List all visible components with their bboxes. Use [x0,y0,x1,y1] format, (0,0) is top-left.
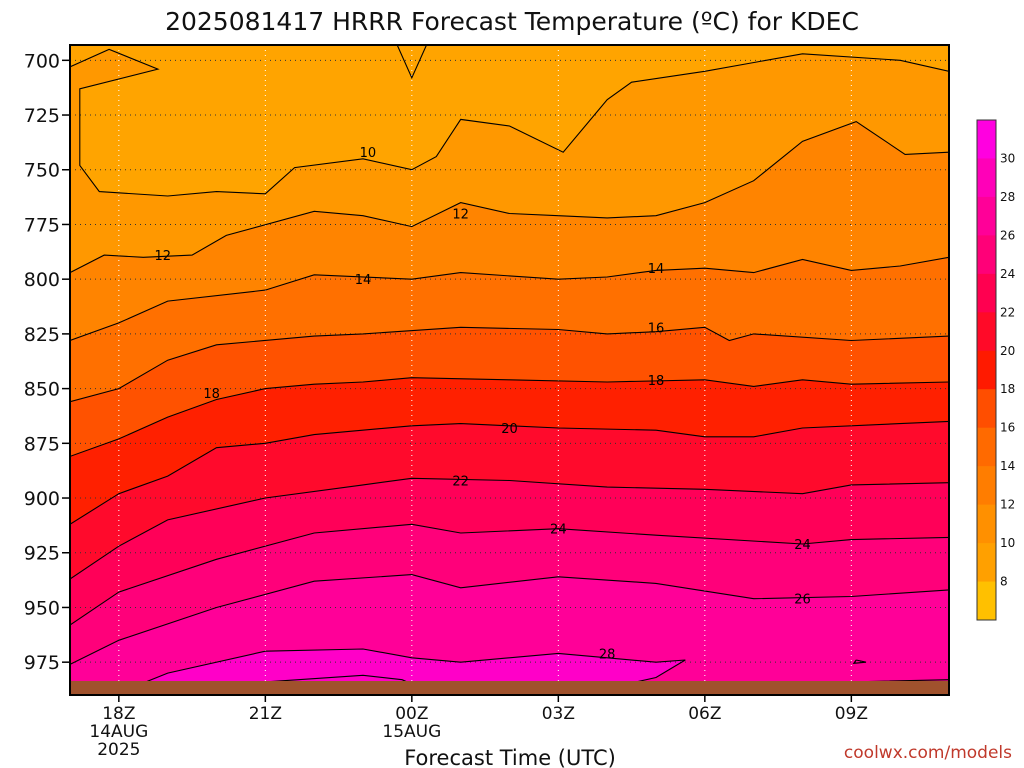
colorbar-tick-label: 16 [1000,421,1015,435]
colorbar-tick-label: 26 [1000,228,1015,242]
y-tick-label: 850 [24,379,60,401]
y-tick-label: 825 [24,324,60,346]
contour-label: 12 [452,208,469,223]
colorbar-segment [977,389,996,429]
colorbar-tick-label: 12 [1000,498,1015,512]
isotherm-24 [70,523,949,626]
contour-label: 12 [155,249,172,264]
y-tick-label: 800 [24,269,60,291]
colorbar-tick-label: 24 [1000,267,1015,281]
y-tick-label: 925 [24,543,60,565]
y-tick-label: 900 [24,488,60,510]
y-tick-label: 975 [24,652,60,674]
x-tick-label: 06Z [688,704,721,724]
colorbar-segment [977,158,996,198]
contour-label: 24 [794,538,811,553]
grid-lines [70,45,949,695]
colorbar-tick-label: 10 [1000,536,1015,550]
x-axis-label: Forecast Time (UTC) [404,746,616,768]
temperature-bands [70,45,949,695]
x-tick-sublabel: 15AUG [382,722,441,742]
x-tick-label: 09Z [835,704,868,724]
chart-title: 2025081417 HRRR Forecast Temperature (ºC… [165,7,859,36]
colorbar-segment [977,350,996,390]
y-tick-label: 775 [24,214,60,236]
colorbar-segment [977,235,996,275]
colorbar-segment [977,543,996,583]
isotherm-26 [70,574,949,665]
colorbar-tick-label: 28 [1000,190,1015,204]
ground-surface [70,681,949,695]
isotherm-8 [396,45,428,80]
colorbar-segment [977,427,996,467]
colorbar-segment [977,196,996,236]
colorbar-tick-label: 14 [1000,459,1015,473]
colorbar-tick-label: 8 [1000,575,1008,589]
isotherm-lines [70,45,949,694]
colorbar-segment [977,504,996,544]
isotherm-10 [70,120,949,274]
isotherm-14 [70,256,949,342]
contour-label: 18 [203,387,220,402]
isotherm-20 [70,420,949,525]
contour-label: 24 [550,523,567,538]
isotherm-16 [70,326,949,403]
isotherm-28 [852,659,867,664]
contour-label: 20 [501,422,518,437]
x-tick-label: 18Z [102,704,135,724]
x-tick-label: 00Z [395,704,428,724]
y-tick-label: 750 [24,160,60,182]
colorbar-segment [977,312,996,352]
y-tick-label: 950 [24,597,60,619]
x-tick-label: 21Z [249,704,282,724]
colorbar: 8 10 12 14 16 18 20 22 24 26 28 30 [976,119,1015,621]
y-tick-label: 875 [24,433,60,455]
colorbar-tick-label: 30 [1000,151,1015,165]
y-axis: 700 725 750 775 800 825 850 875 900 925 950 975 [24,50,70,674]
x-tick-label: 03Z [542,704,575,724]
credit-text: coolwx.com/models [844,743,1012,763]
contour-label: 16 [648,321,665,336]
y-tick-label: 725 [24,105,60,127]
x-tick-sublabel: 2025 [97,740,140,760]
contour-label: 22 [452,475,469,490]
contour-label: 14 [355,273,372,288]
isotherm-10 [70,48,949,197]
colorbar-frame [976,119,997,621]
colorbar-tick-label: 22 [1000,305,1015,319]
y-tick-label: 700 [24,50,60,72]
colorbar-segment [977,120,996,159]
colorbar-tick-label: 18 [1000,382,1015,396]
colorbar-segment [977,466,996,506]
isotherm-28 [118,648,686,694]
isotherm-18 [70,377,949,457]
isotherm-22 [70,477,949,580]
contour-labels: 10 12 12 14 14 16 18 18 20 22 24 24 26 28 [155,146,811,662]
colorbar-segment [977,273,996,313]
temperature-band [70,45,949,196]
contour-label: 14 [648,262,665,277]
contour-label: 10 [360,146,377,161]
colorbar-tick-label: 20 [1000,344,1015,358]
x-tick-sublabel: 14AUG [89,722,148,742]
contour-label: 28 [599,647,616,662]
plot-frame [69,44,950,696]
colorbar-segment [977,581,996,621]
contour-label: 18 [648,374,665,389]
contour-label: 26 [794,593,811,608]
plot-area: 10 12 12 14 14 16 18 18 20 22 24 24 26 28 [70,45,949,695]
